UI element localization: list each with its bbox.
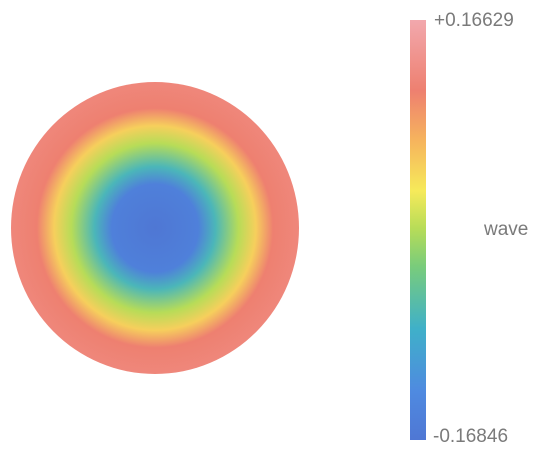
colorbar-gradient <box>410 20 426 440</box>
colorbar <box>410 20 426 440</box>
colorbar-min-label: -0.16846 <box>433 426 509 447</box>
colorbar-max-label: +0.16629 <box>434 10 514 31</box>
wavefront-disc <box>11 82 299 374</box>
wavefront-map <box>11 82 299 374</box>
colorbar-svg <box>410 20 426 440</box>
wavefront-map-svg <box>11 82 299 374</box>
colorbar-title: wave <box>484 219 529 240</box>
